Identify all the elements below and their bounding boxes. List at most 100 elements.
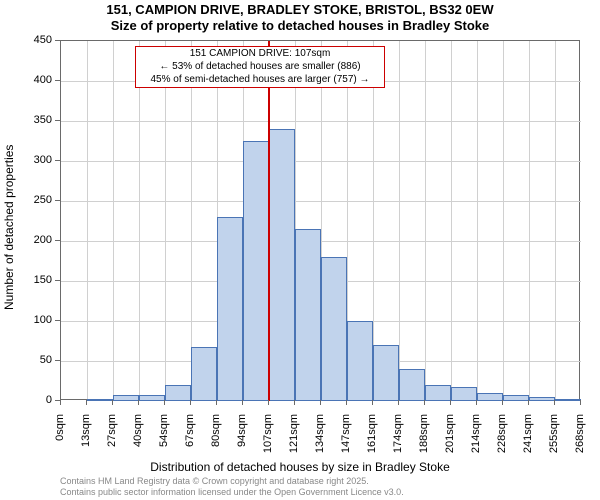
xtick-label: 121sqm	[288, 414, 300, 464]
ytick-label: 400	[0, 74, 52, 86]
xtick-mark	[190, 400, 191, 405]
ytick-label: 350	[0, 114, 52, 126]
ytick-mark	[55, 200, 60, 201]
xtick-mark	[476, 400, 477, 405]
xtick-mark	[112, 400, 113, 405]
xtick-mark	[86, 400, 87, 405]
grid-line-vertical	[139, 41, 140, 401]
xtick-mark	[138, 400, 139, 405]
xtick-label: 228sqm	[496, 414, 508, 464]
ytick-mark	[55, 80, 60, 81]
xtick-label: 0sqm	[54, 414, 66, 464]
chart-title-line1: 151, CAMPION DRIVE, BRADLEY STOKE, BRIST…	[0, 2, 600, 18]
xtick-label: 107sqm	[262, 414, 274, 464]
grid-line-vertical	[425, 41, 426, 401]
xtick-label: 40sqm	[132, 414, 144, 464]
ytick-mark	[55, 280, 60, 281]
chart-container: 151, CAMPION DRIVE, BRADLEY STOKE, BRIST…	[0, 0, 600, 500]
xtick-label: 147sqm	[340, 414, 352, 464]
credits-line-1: Contains HM Land Registry data © Crown c…	[60, 476, 404, 487]
histogram-bar	[165, 385, 191, 401]
xtick-label: 134sqm	[314, 414, 326, 464]
ytick-label: 450	[0, 34, 52, 46]
xtick-label: 174sqm	[392, 414, 404, 464]
xtick-mark	[580, 400, 581, 405]
histogram-bar	[191, 347, 217, 401]
histogram-bar	[321, 257, 347, 401]
xtick-label: 67sqm	[184, 414, 196, 464]
ytick-label: 100	[0, 314, 52, 326]
xtick-mark	[372, 400, 373, 405]
histogram-bar	[425, 385, 451, 401]
ytick-label: 250	[0, 194, 52, 206]
xtick-label: 80sqm	[210, 414, 222, 464]
ytick-mark	[55, 40, 60, 41]
xtick-mark	[294, 400, 295, 405]
histogram-bar	[113, 395, 139, 401]
ytick-mark	[55, 160, 60, 161]
xtick-mark	[528, 400, 529, 405]
reference-line	[268, 41, 270, 401]
ytick-mark	[55, 320, 60, 321]
xtick-mark	[60, 400, 61, 405]
ytick-label: 50	[0, 354, 52, 366]
xtick-mark	[216, 400, 217, 405]
xtick-label: 241sqm	[522, 414, 534, 464]
ytick-mark	[55, 240, 60, 241]
histogram-bar	[139, 395, 165, 401]
grid-line-vertical	[529, 41, 530, 401]
histogram-bar	[243, 141, 269, 401]
xtick-mark	[450, 400, 451, 405]
grid-line-vertical	[503, 41, 504, 401]
xtick-mark	[424, 400, 425, 405]
xtick-label: 161sqm	[366, 414, 378, 464]
xtick-label: 13sqm	[80, 414, 92, 464]
plot-area	[60, 40, 580, 400]
annotation-line-2: ← 53% of detached houses are smaller (88…	[136, 60, 384, 73]
histogram-bar	[529, 397, 555, 401]
ytick-label: 0	[0, 394, 52, 406]
xtick-label: 268sqm	[574, 414, 586, 464]
histogram-bar	[477, 393, 503, 401]
chart-title-line2: Size of property relative to detached ho…	[0, 18, 600, 34]
grid-line-vertical	[451, 41, 452, 401]
xtick-label: 27sqm	[106, 414, 118, 464]
annotation-box: 151 CAMPION DRIVE: 107sqm ← 53% of detac…	[135, 46, 385, 88]
xtick-label: 255sqm	[548, 414, 560, 464]
histogram-bar	[217, 217, 243, 401]
xtick-label: 188sqm	[418, 414, 430, 464]
xtick-label: 201sqm	[444, 414, 456, 464]
grid-line-vertical	[555, 41, 556, 401]
histogram-bar	[555, 399, 581, 401]
ytick-label: 200	[0, 234, 52, 246]
credits-block: Contains HM Land Registry data © Crown c…	[60, 476, 404, 498]
xtick-mark	[554, 400, 555, 405]
xtick-mark	[242, 400, 243, 405]
histogram-bar	[503, 395, 529, 401]
xtick-mark	[398, 400, 399, 405]
ytick-label: 150	[0, 274, 52, 286]
annotation-line-3: 45% of semi-detached houses are larger (…	[136, 73, 384, 86]
grid-line-vertical	[113, 41, 114, 401]
chart-title-block: 151, CAMPION DRIVE, BRADLEY STOKE, BRIST…	[0, 2, 600, 35]
histogram-bar	[87, 399, 113, 401]
histogram-bar	[451, 387, 477, 401]
credits-line-2: Contains public sector information licen…	[60, 487, 404, 498]
histogram-bar	[269, 129, 295, 401]
ytick-label: 300	[0, 154, 52, 166]
xtick-mark	[346, 400, 347, 405]
xtick-label: 214sqm	[470, 414, 482, 464]
xtick-mark	[268, 400, 269, 405]
xtick-mark	[502, 400, 503, 405]
ytick-mark	[55, 360, 60, 361]
histogram-bar	[373, 345, 399, 401]
histogram-bar	[295, 229, 321, 401]
histogram-bar	[399, 369, 425, 401]
grid-line-vertical	[165, 41, 166, 401]
xtick-label: 54sqm	[158, 414, 170, 464]
grid-line-vertical	[87, 41, 88, 401]
xtick-mark	[320, 400, 321, 405]
annotation-line-1: 151 CAMPION DRIVE: 107sqm	[136, 47, 384, 60]
xtick-label: 94sqm	[236, 414, 248, 464]
xaxis-label: Distribution of detached houses by size …	[0, 460, 600, 474]
